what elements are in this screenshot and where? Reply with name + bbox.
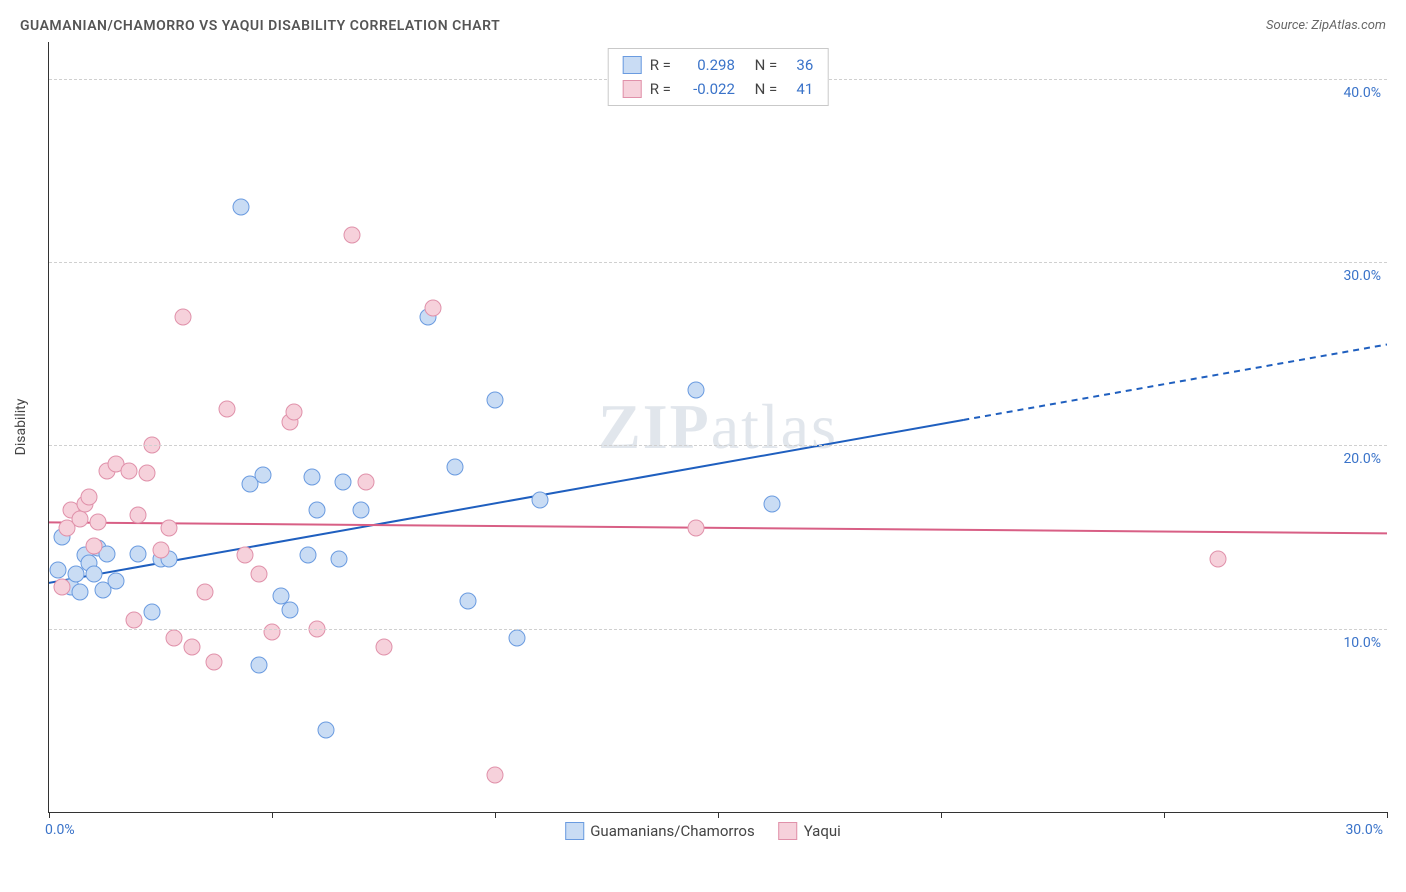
x-tick (941, 812, 942, 818)
data-point (255, 466, 272, 483)
data-point (446, 459, 463, 476)
data-point (250, 565, 267, 582)
data-point (81, 488, 98, 505)
data-point (531, 492, 548, 509)
data-point (197, 584, 214, 601)
stats-swatch-1 (623, 56, 642, 74)
data-point (687, 382, 704, 399)
data-point (281, 602, 298, 619)
data-point (687, 519, 704, 536)
bottom-legend: Guamanians/Chamorros Yaqui (565, 822, 841, 840)
data-point (299, 547, 316, 564)
data-point (143, 604, 160, 621)
data-point (183, 639, 200, 656)
data-point (139, 464, 156, 481)
trend-lines-layer (49, 42, 1387, 812)
title-bar: GUAMANIAN/CHAMORRO VS YAQUI DISABILITY C… (0, 0, 1406, 42)
data-point (330, 551, 347, 568)
y-tick-label: 30.0% (1343, 268, 1381, 284)
y-tick-label: 20.0% (1343, 451, 1381, 467)
data-point (161, 519, 178, 536)
x-tick (49, 812, 50, 818)
data-point (763, 496, 780, 513)
data-point (308, 501, 325, 518)
x-axis-label-max: 30.0% (1345, 822, 1383, 838)
data-point (206, 653, 223, 670)
data-point (424, 299, 441, 316)
legend-label-2: Yaqui (804, 822, 841, 840)
data-point (335, 474, 352, 491)
watermark: ZIPatlas (598, 390, 838, 464)
data-point (165, 629, 182, 646)
chart-plot-area: Disability ZIPatlas R = 0.298 N = 36 R =… (48, 42, 1387, 813)
data-point (121, 463, 138, 480)
data-point (107, 573, 124, 590)
data-point (317, 721, 334, 738)
data-point (49, 562, 66, 579)
legend-label-1: Guamanians/Chamorros (590, 822, 754, 840)
data-point (509, 629, 526, 646)
source-label: Source: ZipAtlas.com (1266, 18, 1386, 33)
data-point (304, 468, 321, 485)
data-point (357, 474, 374, 491)
y-axis-title: Disability (13, 399, 29, 456)
stats-row-2: R = -0.022 N = 41 (623, 77, 814, 101)
x-tick (1164, 812, 1165, 818)
y-tick-label: 10.0% (1343, 635, 1381, 651)
data-point (232, 199, 249, 216)
legend-item-1: Guamanians/Chamorros (565, 822, 754, 840)
grid-line (49, 445, 1387, 446)
stats-swatch-2 (623, 80, 642, 98)
legend-item-2: Yaqui (779, 822, 841, 840)
stats-row-1: R = 0.298 N = 36 (623, 53, 814, 77)
data-point (85, 538, 102, 555)
legend-swatch-2 (779, 822, 798, 840)
data-point (487, 767, 504, 784)
data-point (72, 584, 89, 601)
data-point (54, 578, 71, 595)
y-tick-label: 40.0% (1343, 85, 1381, 101)
grid-line (49, 629, 1387, 630)
trend-line-dashed (963, 345, 1387, 420)
data-point (237, 547, 254, 564)
legend-swatch-1 (565, 822, 584, 840)
data-point (460, 593, 477, 610)
chart-title: GUAMANIAN/CHAMORRO VS YAQUI DISABILITY C… (20, 18, 500, 34)
data-point (130, 507, 147, 524)
data-point (375, 639, 392, 656)
x-tick (718, 812, 719, 818)
x-tick (1387, 812, 1388, 818)
data-point (125, 611, 142, 628)
stats-box: R = 0.298 N = 36 R = -0.022 N = 41 (608, 48, 829, 106)
data-point (487, 391, 504, 408)
data-point (219, 400, 236, 417)
data-point (85, 565, 102, 582)
x-axis-label-min: 0.0% (45, 822, 75, 838)
data-point (1209, 551, 1226, 568)
data-point (174, 309, 191, 326)
data-point (344, 226, 361, 243)
data-point (130, 545, 147, 562)
data-point (286, 404, 303, 421)
x-tick (272, 812, 273, 818)
data-point (353, 501, 370, 518)
data-point (90, 514, 107, 531)
data-point (250, 657, 267, 674)
data-point (264, 624, 281, 641)
data-point (152, 541, 169, 558)
data-point (72, 510, 89, 527)
x-tick (495, 812, 496, 818)
grid-line (49, 262, 1387, 263)
trend-line-solid (49, 522, 1387, 533)
